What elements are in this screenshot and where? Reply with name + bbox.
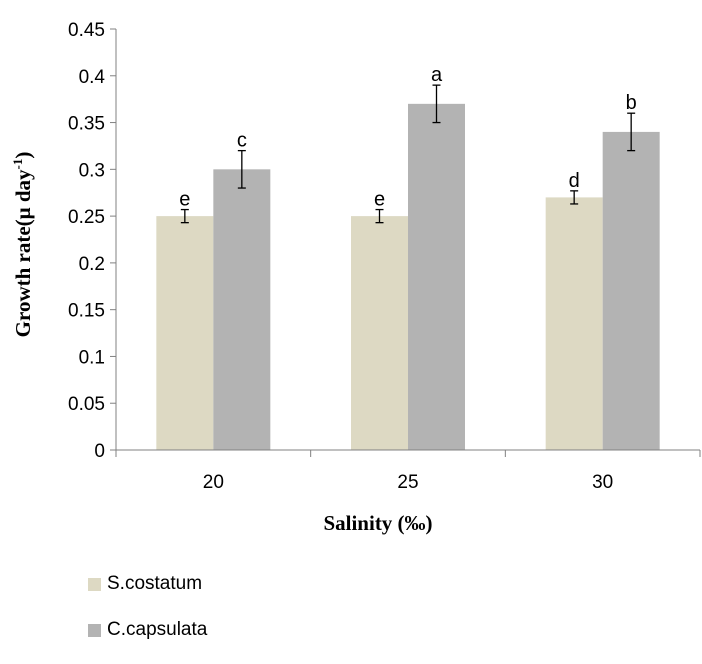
significance-label: e <box>179 189 190 211</box>
error-bar <box>180 208 189 224</box>
y-tick-label: 0.35 <box>68 114 105 135</box>
significance-labels: e e d c a b <box>179 64 636 210</box>
legend-swatch-s-costatum <box>88 577 101 591</box>
y-axis-title: Growth rate(μ day-1) <box>10 152 35 338</box>
legend-item-s-costatum: S.costatum <box>88 572 207 596</box>
x-axis-ticks: 20 25 30 <box>115 450 701 493</box>
error-bar <box>432 84 441 124</box>
y-tick-label: 0 <box>94 441 105 462</box>
y-tick-label: 0.45 <box>68 20 105 41</box>
y-tick-label: 0.25 <box>68 207 105 228</box>
x-axis-title: Salinity (‰) <box>323 511 432 535</box>
legend-item-c-capsulata: C.capsulata <box>88 618 207 642</box>
error-bar <box>375 208 384 224</box>
y-axis-title-sup: -1 <box>10 159 25 170</box>
error-bars <box>180 84 636 224</box>
legend: S.costatum C.capsulata <box>88 572 207 664</box>
legend-swatch-c-capsulata <box>88 623 101 637</box>
y-tick-label: 0.05 <box>68 394 105 415</box>
significance-label: d <box>569 170 580 192</box>
error-bar <box>627 112 636 152</box>
y-tick-label: 0.3 <box>79 160 105 181</box>
x-tick-label: 25 <box>397 472 418 493</box>
y-tick-label: 0.4 <box>79 67 106 88</box>
y-axis-title-main: Growth rate(μ day <box>11 169 35 337</box>
x-tick-label: 30 <box>592 472 613 493</box>
y-tick-label: 0.2 <box>79 254 105 275</box>
significance-label: e <box>374 189 385 211</box>
bar-c-capsulata-30 <box>602 131 660 450</box>
significance-label: c <box>237 130 247 152</box>
y-tick-label: 0.1 <box>79 347 105 368</box>
significance-label: a <box>431 64 443 86</box>
bars <box>156 103 660 451</box>
bar-s-costatum-30 <box>545 197 603 450</box>
bar-s-costatum-20 <box>156 216 214 450</box>
x-tick-label: 20 <box>203 472 224 493</box>
bar-s-costatum-25 <box>351 216 408 450</box>
legend-label-s-costatum: S.costatum <box>107 573 203 594</box>
error-bar <box>570 190 579 205</box>
y-axis-ticks: 0 0.05 0.1 0.15 0.2 0.25 0.3 0.35 0.4 0.45 <box>68 20 116 462</box>
error-bar <box>237 149 246 189</box>
bar-c-capsulata-25 <box>408 103 465 450</box>
significance-label: b <box>626 92 637 114</box>
y-axis-title-close: ) <box>11 152 35 159</box>
bar-c-capsulata-20 <box>213 169 271 451</box>
legend-label-c-capsulata: C.capsulata <box>107 619 208 640</box>
bar-chart: 0 0.05 0.1 0.15 0.2 0.25 0.3 0.35 0.4 0.45 e e d c a b… <box>10 20 701 535</box>
y-tick-label: 0.15 <box>68 301 105 322</box>
